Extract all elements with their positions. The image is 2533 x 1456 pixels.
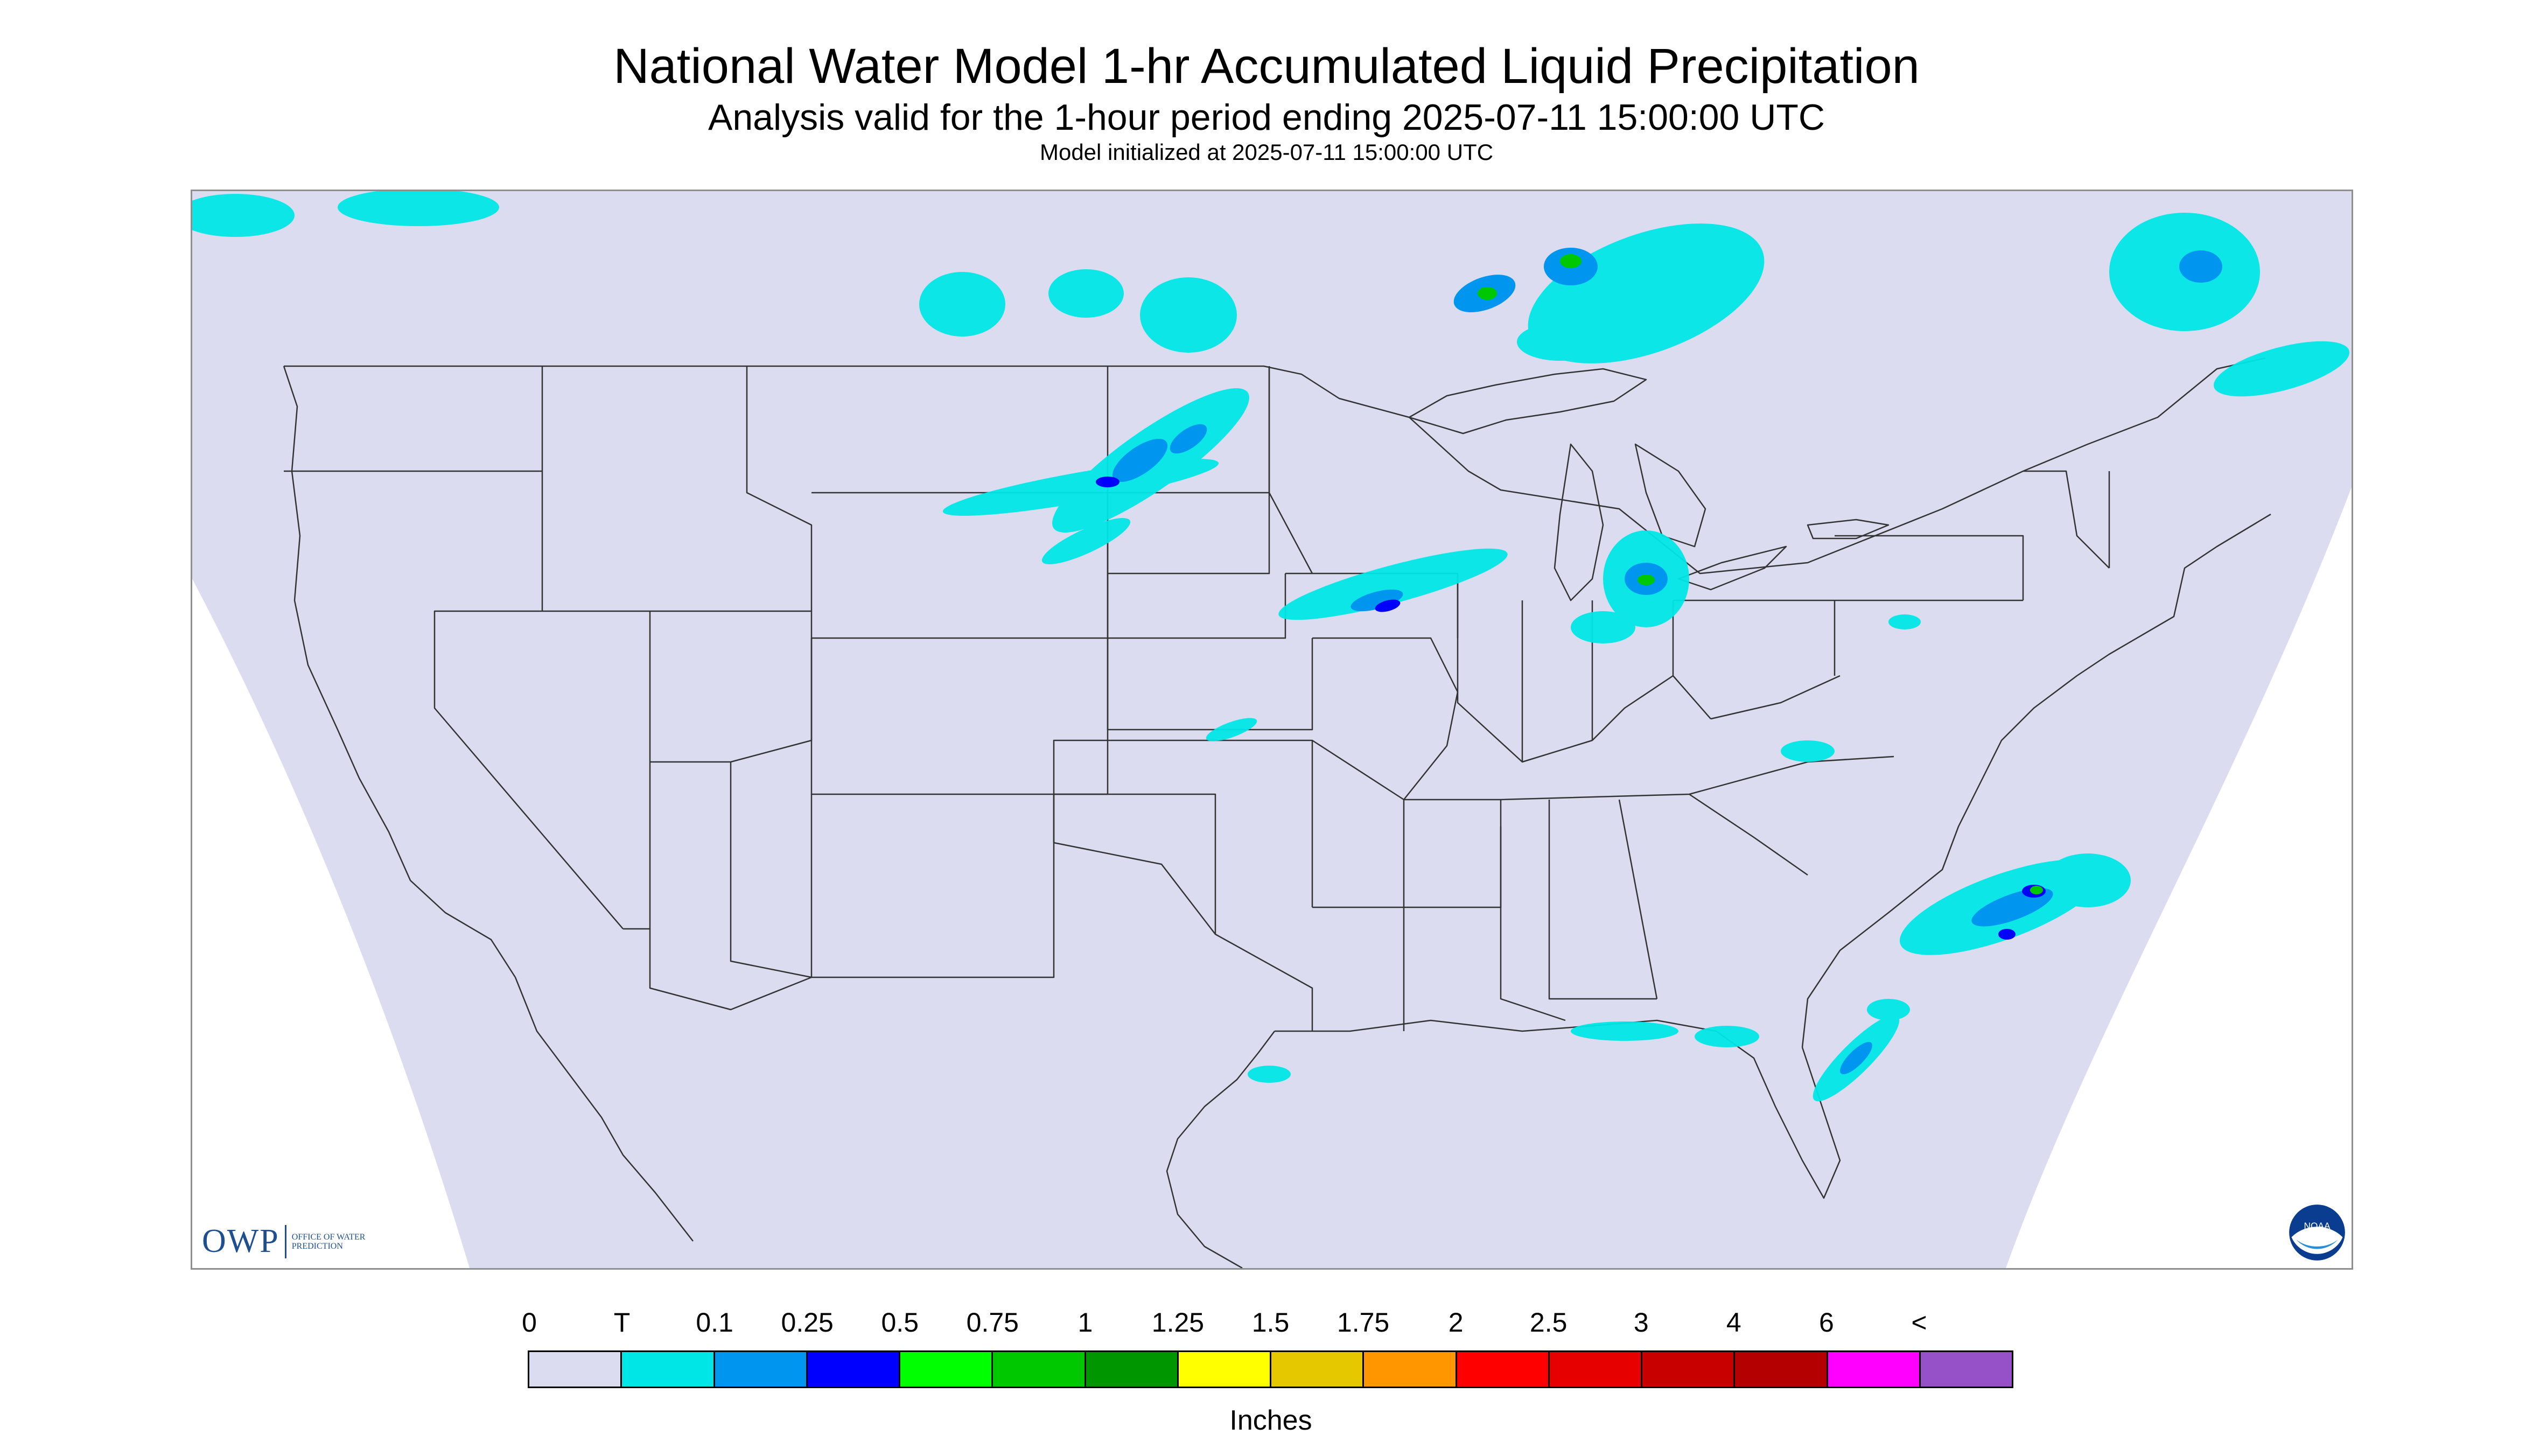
legend-swatch bbox=[1735, 1352, 1828, 1387]
legend-swatch bbox=[715, 1352, 808, 1387]
precipitation-cells bbox=[192, 191, 2349, 1102]
rain-cell-gulf bbox=[1571, 1021, 1678, 1041]
legend-swatch bbox=[1271, 1352, 1365, 1387]
noaa-logo: NOAA bbox=[2289, 1205, 2345, 1261]
noaa-logo-text: NOAA bbox=[2304, 1221, 2331, 1231]
map-title: National Water Model 1-hr Accumulated Li… bbox=[613, 39, 1920, 94]
legend-swatch bbox=[1178, 1352, 1271, 1387]
heavy-rain-core-atlantic bbox=[2030, 886, 2043, 894]
legend-swatch bbox=[529, 1352, 622, 1387]
precipitation-map: OWP OFFICE OF WATER PREDICTION NOAA bbox=[191, 190, 2353, 1270]
legend-swatch bbox=[1549, 1352, 1642, 1387]
legend-colorbar bbox=[528, 1350, 2013, 1388]
rain-cell-alberta bbox=[919, 272, 1005, 337]
gulf-coastline bbox=[1166, 1031, 1275, 1268]
legend-tick-label: 4 bbox=[1726, 1307, 1741, 1338]
legend-tick-label: 0.75 bbox=[966, 1307, 1019, 1338]
legend-tick-label: 0.1 bbox=[696, 1307, 733, 1338]
legend-tick-label: 1.25 bbox=[1151, 1307, 1205, 1338]
legend-swatch bbox=[900, 1352, 993, 1387]
legend-tick-label: < bbox=[1911, 1307, 1927, 1338]
legend-tick-label: 2.5 bbox=[1529, 1307, 1568, 1338]
mexico-coastline bbox=[514, 977, 694, 1242]
lake-huron bbox=[1634, 443, 1706, 548]
rain-cell-iowa bbox=[1278, 548, 1508, 620]
lake-superior bbox=[1408, 368, 1647, 435]
legend-swatch bbox=[993, 1352, 1086, 1387]
legend-tick-label: T bbox=[613, 1307, 631, 1338]
lake-michigan bbox=[1554, 443, 1604, 601]
legend-swatch bbox=[1642, 1352, 1736, 1387]
owp-logo-divider bbox=[284, 1224, 286, 1258]
heavy-rain-core-michigan bbox=[1638, 575, 1655, 585]
legend-tick-label: 1 bbox=[1077, 1307, 1093, 1338]
legend-tick-label: 6 bbox=[1818, 1307, 1834, 1338]
atlantic-coastline bbox=[1801, 513, 2271, 1048]
heavy-rain-core-ontario bbox=[1478, 287, 1497, 300]
model-init-line: Model initialized at 2025-07-11 15:00:00… bbox=[1039, 139, 1494, 165]
legend-swatch bbox=[622, 1352, 715, 1387]
legend-swatch bbox=[807, 1352, 900, 1387]
precip-legend: 0 T 0.1 0.25 0.5 0.75 1 1.25 1.5 1.75 2 2.5 3 4 6 < Inc… bbox=[522, 1287, 2014, 1448]
legend-tick-label: 1.75 bbox=[1337, 1307, 1390, 1338]
legend-swatch bbox=[1457, 1352, 1550, 1387]
map-subtitle: Analysis valid for the 1-hour period end… bbox=[708, 97, 1825, 138]
lake-ontario bbox=[1807, 519, 1890, 540]
rain-cell-nw bbox=[338, 191, 499, 226]
legend-tick-label: 2 bbox=[1448, 1307, 1464, 1338]
legend-swatch bbox=[1920, 1352, 2012, 1387]
owp-logo: OWP OFFICE OF WATER PREDICTION bbox=[202, 1222, 373, 1261]
map-canvas bbox=[192, 191, 2352, 1268]
legend-tick-label: 0 bbox=[522, 1307, 537, 1338]
legend-swatch bbox=[1086, 1352, 1179, 1387]
rain-cell-bc bbox=[192, 194, 295, 237]
legend-swatch bbox=[1828, 1352, 1921, 1387]
lake-erie bbox=[1677, 545, 1787, 591]
legend-swatch bbox=[1364, 1352, 1457, 1387]
legend-tick-label: 1.5 bbox=[1251, 1307, 1290, 1338]
owp-logo-text: OWP bbox=[202, 1223, 279, 1259]
legend-unit-label: Inches bbox=[1229, 1405, 1312, 1436]
legend-tick-label: 0.5 bbox=[881, 1307, 919, 1338]
owp-logo-subtext: OFFICE OF WATER PREDICTION bbox=[291, 1232, 366, 1251]
legend-tick-label: 0.25 bbox=[781, 1307, 834, 1338]
legend-tick-label: 3 bbox=[1633, 1307, 1649, 1338]
